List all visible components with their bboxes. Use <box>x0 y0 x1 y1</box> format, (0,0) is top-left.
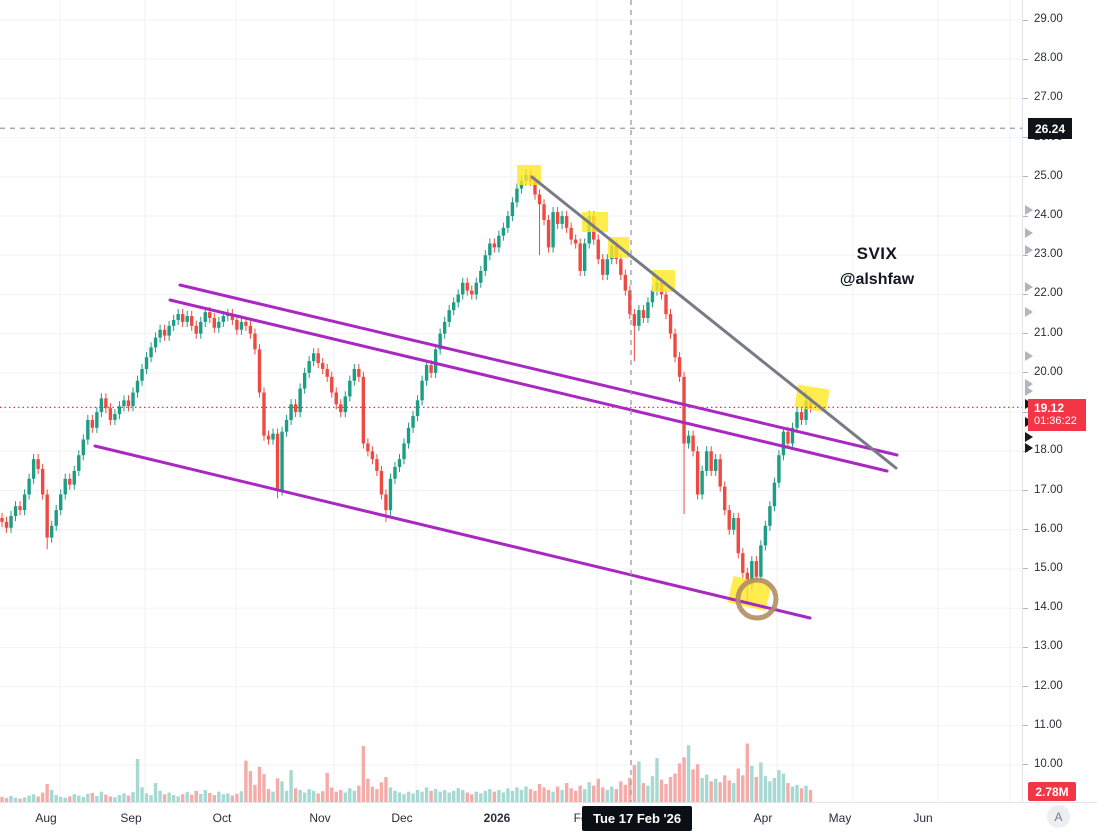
price-tick-label: 13.00 <box>1034 640 1063 653</box>
volume-value-label: 2.78M <box>1028 782 1076 801</box>
price-tick-label: 23.00 <box>1034 248 1063 261</box>
time-tick-label[interactable]: Nov <box>309 811 331 825</box>
time-tick-label[interactable]: Dec <box>391 811 413 825</box>
auto-scale-button[interactable]: A <box>1047 805 1070 828</box>
price-tick-mark <box>1023 19 1028 21</box>
circle-annotation <box>735 577 779 621</box>
position-marker-icon <box>1025 351 1033 361</box>
time-tick-label[interactable]: Aug <box>35 811 57 825</box>
price-tick-mark <box>1023 254 1028 256</box>
grid-lines <box>0 0 1022 802</box>
price-tick-mark <box>1023 607 1028 609</box>
position-marker-icon <box>1025 245 1033 255</box>
price-tick-label: 14.00 <box>1034 601 1063 614</box>
price-tick-label: 20.00 <box>1034 365 1063 378</box>
highlight-boxes <box>517 165 830 612</box>
time-axis[interactable]: AugSepOctNovDec2026FebMarAprMayJun Tue 1… <box>0 802 1097 838</box>
price-tick-mark <box>1023 646 1028 648</box>
time-tick-label[interactable]: Sep <box>120 811 142 825</box>
time-tick-label[interactable]: 2026 <box>483 811 511 825</box>
price-tick-label: 24.00 <box>1034 209 1063 222</box>
price-line-label[interactable]: 26.24 <box>1028 118 1072 139</box>
bar-countdown: 01:36:22 <box>1034 415 1077 427</box>
price-tick-mark <box>1023 97 1028 99</box>
trendlines <box>93 175 899 620</box>
price-tick-mark <box>1023 568 1028 570</box>
price-tick-label: 10.00 <box>1034 757 1063 770</box>
price-tick-mark <box>1023 333 1028 335</box>
time-tick-label[interactable]: Oct <box>212 811 232 825</box>
price-tick-label: 29.00 <box>1034 13 1063 25</box>
position-marker-icon <box>1025 307 1033 317</box>
price-tick-mark <box>1023 137 1028 139</box>
position-marker-icon <box>1025 205 1033 215</box>
price-tick-mark <box>1023 490 1028 492</box>
price-tick-label: 27.00 <box>1034 91 1063 104</box>
price-tick-label: 11.00 <box>1034 718 1062 731</box>
price-tick-label: 18.00 <box>1034 444 1063 457</box>
price-tick-label: 21.00 <box>1034 326 1063 339</box>
volume-bars <box>0 743 813 802</box>
time-tick-label[interactable]: Jun <box>913 811 933 825</box>
price-tick-label: 28.00 <box>1034 52 1063 65</box>
position-marker-icon <box>1025 379 1033 389</box>
time-tick-label[interactable]: Apr <box>753 811 773 825</box>
price-tick-mark <box>1023 411 1028 413</box>
price-tick-label: 25.00 <box>1034 169 1063 182</box>
price-tick-mark <box>1023 372 1028 374</box>
price-tick-mark <box>1023 215 1028 217</box>
position-marker-icon <box>1025 432 1033 442</box>
price-tick-label: 17.00 <box>1034 483 1063 496</box>
price-tick-mark <box>1023 725 1028 727</box>
price-tick-label: 12.00 <box>1034 679 1063 692</box>
time-tick-label[interactable]: May <box>828 811 852 825</box>
candlesticks <box>0 168 813 605</box>
gray-trendline <box>530 175 898 470</box>
price-tick-label: 16.00 <box>1034 522 1063 535</box>
price-tick-mark <box>1023 529 1028 531</box>
last-price-label[interactable]: 19.12 01:36:22 <box>1028 399 1086 431</box>
crosshair-date-tooltip: Tue 17 Feb '26 <box>582 806 693 831</box>
price-tick-label: 22.00 <box>1034 287 1063 300</box>
price-tick-mark <box>1023 58 1028 60</box>
position-marker-icon <box>1025 282 1033 292</box>
price-tick-label: 15.00 <box>1034 561 1063 574</box>
position-marker-icon <box>1025 443 1033 453</box>
price-tick-mark <box>1023 764 1028 766</box>
position-marker-icon <box>1025 386 1033 396</box>
price-tick-mark <box>1023 686 1028 688</box>
price-tick-mark <box>1023 293 1028 295</box>
price-tick-mark <box>1023 176 1028 178</box>
position-marker-icon <box>1025 228 1033 238</box>
price-axis[interactable]: 29.0028.0027.0026.0025.0024.0023.0022.00… <box>1022 0 1097 828</box>
last-price-value: 19.12 <box>1034 401 1065 415</box>
price-chart-canvas[interactable] <box>0 0 1022 802</box>
